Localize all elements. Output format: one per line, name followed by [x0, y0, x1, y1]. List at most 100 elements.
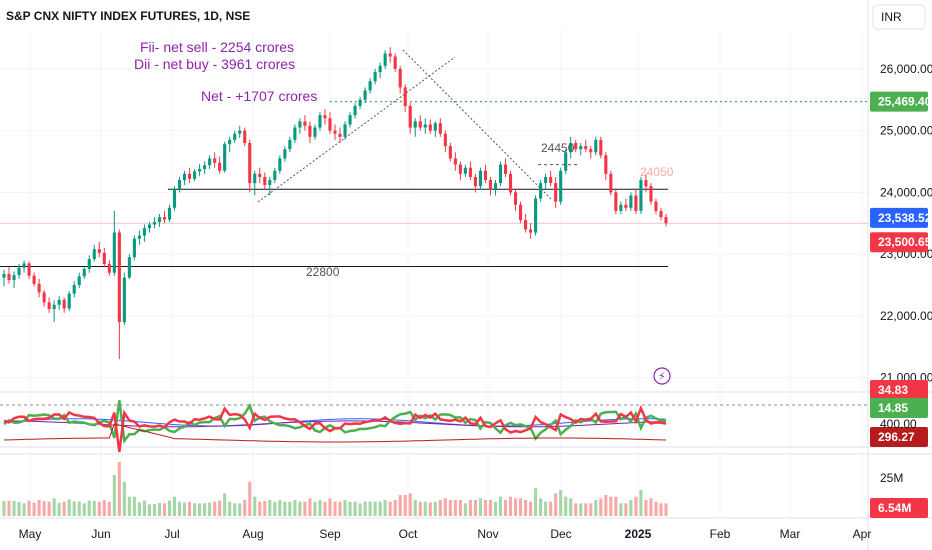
volume-bar	[599, 498, 603, 516]
volume-bar	[137, 502, 141, 516]
candle-body	[438, 123, 442, 134]
x-tick-label: Jun	[91, 527, 110, 541]
level-lines	[0, 101, 868, 267]
volume-bar	[549, 501, 553, 516]
candle-body	[273, 170, 277, 181]
volume-bar	[508, 496, 513, 516]
candle-body	[263, 176, 267, 185]
candle-body	[57, 299, 61, 305]
candle-body	[208, 158, 212, 166]
volume-bar	[278, 500, 282, 516]
candle-body	[458, 164, 462, 174]
candle-body	[513, 192, 518, 205]
level-label-24450: 24450	[541, 141, 575, 155]
candle-body	[403, 87, 407, 106]
volume-bar	[233, 503, 237, 516]
candle-body	[62, 299, 66, 309]
candle-body	[423, 124, 427, 128]
candle-body	[609, 173, 613, 193]
badge-last-price-text: 23,500.65	[878, 235, 932, 249]
candle-body	[529, 229, 533, 233]
candle-body	[112, 232, 116, 273]
badge-volume-value	[870, 498, 928, 518]
x-tick-label: Nov	[477, 527, 498, 541]
candle-body	[614, 192, 618, 211]
volume-bar	[519, 498, 523, 516]
volume-bar	[268, 500, 272, 516]
candle-body	[644, 180, 648, 187]
volume-bar	[152, 504, 157, 516]
candle-body	[238, 130, 242, 134]
candle-body	[142, 228, 146, 236]
volume-bar	[448, 500, 452, 516]
volume-bar	[393, 500, 397, 516]
x-tick-label: May	[19, 527, 42, 541]
volume-bar	[318, 500, 322, 516]
volume-bar	[37, 500, 41, 516]
volume-bar	[488, 500, 493, 516]
candle-body	[569, 142, 573, 153]
volume-bar	[614, 496, 618, 516]
candle-body	[288, 139, 292, 150]
volume-bar	[313, 501, 317, 516]
volume-bar	[283, 501, 287, 516]
candle-body	[338, 133, 342, 137]
indicator-line	[3, 423, 667, 443]
volume-bar	[609, 496, 613, 516]
badge-indicator-value	[870, 427, 928, 447]
volume-bar	[629, 500, 633, 516]
oscillator-pane	[0, 400, 868, 453]
candle-body	[534, 198, 538, 233]
volume-bar	[263, 501, 267, 516]
candles	[2, 47, 668, 360]
currency-button[interactable]	[872, 4, 926, 30]
candle-body	[398, 68, 402, 88]
badge-last-price	[870, 232, 928, 253]
candle-body	[549, 176, 553, 184]
candle-body	[594, 139, 598, 153]
volume-bar	[77, 501, 81, 516]
volume-bar	[539, 498, 543, 516]
candle-body	[393, 56, 397, 69]
volume-bar	[433, 501, 437, 516]
candle-body	[554, 183, 558, 202]
candle-body	[519, 204, 523, 221]
volume-bar	[398, 495, 402, 516]
indicator-tick-label: 400.00	[880, 417, 917, 431]
candle-body	[137, 235, 141, 239]
candle-body	[22, 263, 26, 268]
volume-bar	[378, 501, 382, 516]
candle-body	[182, 173, 187, 181]
volume-bar	[107, 501, 111, 516]
candle-body	[177, 180, 182, 190]
volume-bar	[423, 501, 427, 516]
volume-bar	[373, 501, 377, 516]
candle-body	[82, 268, 86, 277]
volume-bar	[258, 501, 262, 516]
badge-blue-level-text: 23,538.52	[878, 211, 932, 225]
volume-bar	[544, 501, 548, 516]
volume-bar	[524, 500, 528, 516]
volume-bar	[348, 501, 352, 516]
volume-bar	[167, 500, 172, 516]
volume-bar	[388, 501, 392, 516]
volume-bar	[132, 496, 136, 516]
volume-bar	[574, 503, 578, 516]
volume-bar	[52, 498, 56, 516]
volume-bar	[659, 503, 663, 516]
volume-bar	[62, 501, 66, 516]
candle-body	[67, 293, 71, 309]
volume-tick-label: 25M	[880, 471, 903, 485]
candle-body	[654, 201, 658, 211]
volume-bar	[32, 502, 36, 516]
candle-body	[293, 127, 297, 140]
indicator-pane	[3, 423, 667, 443]
lightning-icon[interactable]	[653, 367, 671, 385]
volume-bar	[363, 501, 367, 516]
volume-bar	[634, 496, 638, 516]
candle-body	[228, 139, 232, 145]
candle-body	[172, 189, 177, 208]
level-label-22800: 22800	[306, 265, 340, 279]
candle-body	[624, 204, 628, 208]
